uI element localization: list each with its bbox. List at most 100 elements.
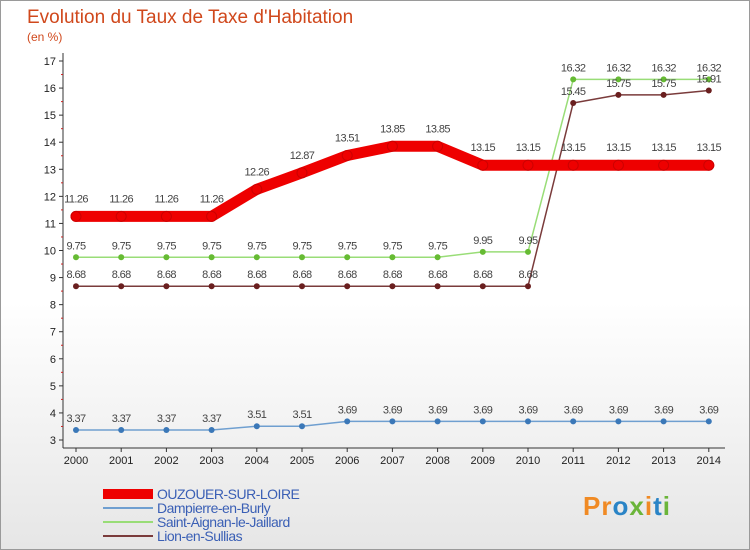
data-label: 8.68	[112, 269, 131, 281]
data-label: 3.69	[383, 404, 402, 416]
series-line-0	[70, 140, 715, 222]
data-label: 11.26	[200, 193, 224, 205]
x-tick-label: 2008	[425, 455, 449, 467]
x-tick-label: 2012	[606, 455, 630, 467]
data-point	[389, 254, 396, 261]
data-label: 8.68	[518, 269, 537, 281]
data-point	[118, 254, 125, 261]
proxiti-logo: Proxiti	[583, 491, 671, 522]
data-label: 15.75	[606, 78, 631, 90]
data-point	[434, 283, 441, 290]
data-label: 13.15	[561, 142, 586, 154]
y-tick-label: 6	[50, 354, 56, 366]
data-label: 9.75	[338, 240, 357, 252]
y-tick-label: 8	[50, 300, 56, 312]
data-point	[615, 91, 622, 98]
data-label: 9.75	[292, 240, 311, 252]
legend-item-saint-aignan: Saint-Aignan-le-Jaillard	[103, 514, 290, 530]
data-label: 3.69	[428, 404, 447, 416]
y-tick-label: 16	[44, 83, 56, 95]
data-label: 3.69	[564, 404, 583, 416]
data-label: 9.75	[202, 240, 221, 252]
data-label: 8.68	[157, 269, 176, 281]
chart-unit: (en %)	[27, 30, 63, 44]
data-point	[160, 210, 172, 222]
data-label: 13.15	[697, 142, 722, 154]
data-label: 8.68	[292, 269, 311, 281]
data-point	[341, 149, 353, 161]
legend-swatch	[103, 507, 153, 509]
data-point	[525, 248, 531, 255]
x-tick-label: 2003	[199, 455, 223, 467]
data-point	[525, 418, 531, 425]
data-point	[163, 254, 170, 261]
data-point	[70, 210, 82, 222]
data-label: 3.69	[699, 404, 718, 416]
data-point	[296, 167, 308, 179]
data-point	[479, 418, 486, 425]
x-tick-label: 2011	[561, 455, 585, 467]
y-tick-label: 15	[44, 110, 56, 122]
data-point	[253, 254, 260, 261]
y-tick-label: 17	[44, 56, 56, 68]
data-label: 8.68	[202, 269, 221, 281]
data-point	[389, 283, 396, 290]
legend-label: Lion-en-Sullias	[157, 528, 243, 544]
data-point	[432, 140, 444, 152]
data-point	[73, 254, 79, 261]
data-point	[570, 418, 577, 425]
data-point	[208, 426, 215, 433]
logo-letter: t	[653, 491, 663, 521]
logo-letter: i	[644, 491, 654, 521]
legend-label: Saint-Aignan-le-Jaillard	[157, 514, 290, 530]
data-point	[615, 418, 622, 425]
data-point	[705, 418, 712, 425]
legend-item-lion: Lion-en-Sullias	[103, 528, 243, 544]
data-label: 11.26	[155, 193, 179, 205]
data-point	[73, 426, 79, 433]
data-label: 16.32	[651, 62, 676, 74]
data-label: 12.87	[290, 150, 315, 162]
legend-item-dampierre: Dampierre-en-Burly	[103, 500, 271, 516]
data-label: 11.26	[64, 193, 88, 205]
data-point	[299, 423, 305, 430]
data-point	[118, 426, 125, 433]
data-label: 16.32	[697, 62, 722, 74]
data-labels: 11.26 11.26 11.26 11.26 12.26 12.87 13.51 13.85…	[64, 62, 722, 425]
data-label: 9.75	[66, 240, 85, 252]
x-tick-label: 2001	[109, 455, 133, 467]
data-label: 9.75	[157, 240, 176, 252]
y-tick-label: 10	[44, 246, 56, 258]
data-label: 8.68	[338, 269, 357, 281]
data-label: 15.91	[697, 74, 722, 86]
data-point	[660, 91, 667, 98]
data-point	[389, 418, 396, 425]
chart-title: Evolution du Taux de Taxe d'Habitation	[27, 7, 354, 28]
data-point	[705, 76, 712, 83]
x-tick-label: 2000	[64, 455, 88, 467]
data-point	[615, 76, 622, 83]
x-tick-label: 2014	[697, 455, 721, 467]
data-point	[163, 283, 170, 290]
data-point	[479, 283, 486, 290]
legend-swatch	[103, 521, 153, 523]
data-point	[567, 159, 579, 171]
data-label: 9.95	[518, 235, 537, 247]
x-tick-label: 2010	[516, 455, 540, 467]
data-label: 3.37	[157, 413, 176, 425]
logo-letter: i	[662, 491, 671, 521]
data-point	[660, 418, 667, 425]
data-point	[658, 159, 670, 171]
data-label: 13.51	[335, 132, 360, 144]
data-label: 8.68	[383, 269, 402, 281]
data-label: 3.69	[338, 404, 357, 416]
data-point	[705, 87, 712, 94]
data-label: 15.45	[561, 86, 586, 98]
legend-label: OUZOUER-SUR-LOIRE	[157, 486, 300, 502]
data-label: 13.85	[380, 123, 405, 135]
x-tick-label: 2005	[290, 455, 314, 467]
data-label: 3.69	[473, 404, 492, 416]
data-label: 3.69	[518, 404, 537, 416]
logo-letter: r	[601, 491, 613, 521]
